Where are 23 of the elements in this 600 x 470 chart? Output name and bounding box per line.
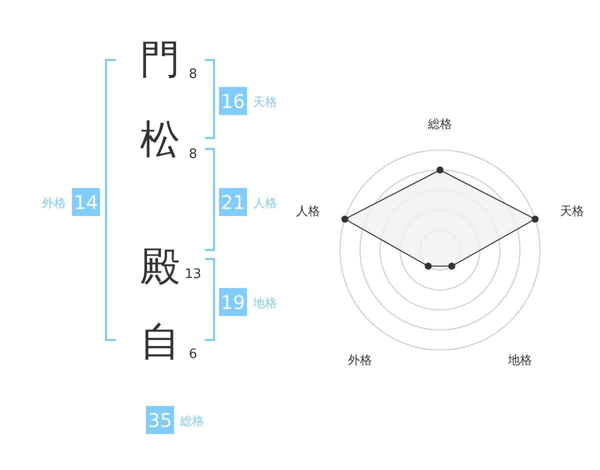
data-label: 8 [188,147,198,162]
data-label: 6 [188,347,198,362]
spoke-label: 天格 [560,204,584,218]
text: 天格 [253,95,277,109]
text: 14 [74,192,98,214]
text: 地格 [252,296,277,310]
text: 人格 [253,196,277,210]
text: 21 [220,192,246,214]
spoke-label: 外格 [348,353,372,368]
category-label: 門 [140,37,180,83]
text: 35 [148,410,172,432]
data-label: 13 [184,267,202,282]
text: 外格 [42,196,66,210]
text: 16 [220,91,246,113]
spoke-label: 人格 [296,204,320,218]
spoke-label: 地格 [506,353,532,368]
text: 総格 [179,414,204,428]
data-label: 8 [188,67,198,82]
category-label: 松 [140,117,180,163]
category-label: 自 [140,319,180,365]
spoke-label: 総格 [427,117,452,131]
text: 19 [220,292,246,314]
category-label: 殿 [140,244,180,290]
